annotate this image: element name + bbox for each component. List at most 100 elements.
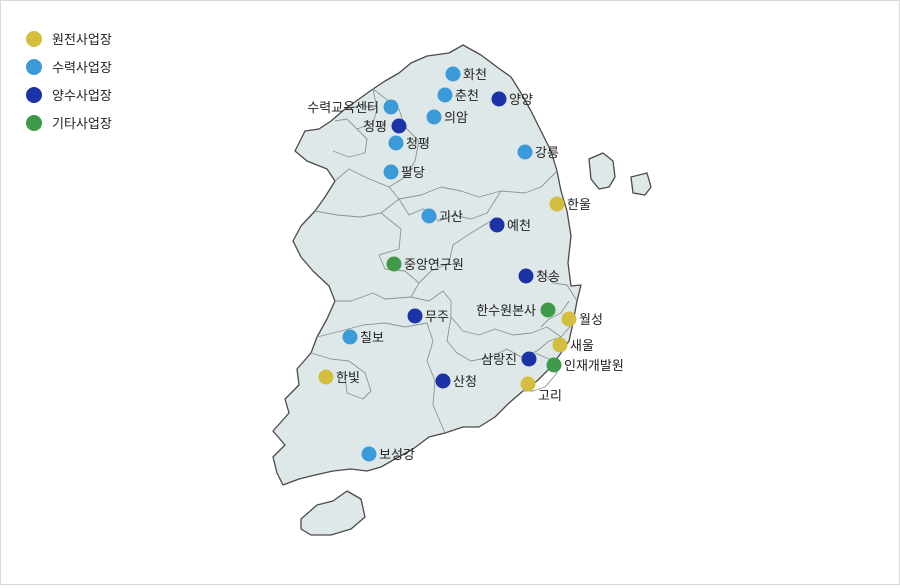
site-dot[interactable] bbox=[388, 135, 404, 151]
legend-swatch bbox=[26, 115, 42, 131]
site-marker[interactable]: 한빛 bbox=[318, 369, 360, 387]
site-dot[interactable] bbox=[383, 164, 399, 180]
site-dot[interactable] bbox=[437, 87, 453, 103]
site-marker[interactable]: 새울 bbox=[552, 337, 594, 355]
site-label: 고리 bbox=[538, 389, 562, 404]
site-dot[interactable] bbox=[540, 302, 556, 318]
site-dot[interactable] bbox=[517, 144, 533, 160]
site-marker[interactable]: 칠보 bbox=[342, 329, 384, 347]
site-marker[interactable]: 예천 bbox=[489, 217, 531, 235]
site-marker[interactable]: 춘천 bbox=[437, 87, 479, 105]
site-dot[interactable] bbox=[549, 196, 565, 212]
site-dot[interactable] bbox=[521, 351, 537, 367]
site-marker[interactable]: 괴산 bbox=[421, 208, 463, 226]
province-border bbox=[310, 352, 372, 400]
mainland-outline bbox=[272, 44, 582, 486]
site-label: 월성 bbox=[579, 313, 603, 328]
site-label: 화천 bbox=[463, 68, 487, 83]
site-label: 청송 bbox=[536, 270, 560, 285]
site-label: 괴산 bbox=[439, 210, 463, 225]
province-border bbox=[314, 198, 400, 218]
site-label: 수력교육센터 bbox=[307, 101, 379, 116]
province-border bbox=[334, 88, 420, 188]
site-label: 한수원본사 bbox=[476, 304, 536, 319]
site-marker[interactable]: 화천 bbox=[445, 66, 487, 84]
site-dot[interactable] bbox=[342, 329, 358, 345]
site-marker[interactable]: 중앙연구원 bbox=[386, 256, 464, 274]
province-border bbox=[335, 212, 420, 302]
site-label: 청평 bbox=[406, 137, 430, 152]
site-label: 양양 bbox=[509, 93, 533, 108]
site-dot[interactable] bbox=[361, 446, 377, 462]
site-label: 중앙연구원 bbox=[404, 258, 464, 273]
dokdo-island bbox=[630, 172, 652, 196]
site-marker[interactable]: 삼랑진 bbox=[481, 351, 537, 369]
legend-swatch bbox=[26, 59, 42, 75]
legend-label: 수력사업장 bbox=[52, 61, 112, 76]
site-marker[interactable]: 인재개발원 bbox=[546, 357, 624, 375]
site-label: 인재개발원 bbox=[564, 359, 624, 374]
site-marker[interactable]: 무주 bbox=[407, 308, 449, 326]
site-dot[interactable] bbox=[386, 256, 402, 272]
site-dot[interactable] bbox=[552, 337, 568, 353]
legend-label: 기타사업장 bbox=[52, 117, 112, 132]
site-label: 춘천 bbox=[455, 89, 479, 104]
site-label: 산청 bbox=[453, 375, 477, 390]
site-marker[interactable]: 청평 bbox=[388, 135, 430, 153]
site-label: 한울 bbox=[567, 198, 591, 213]
site-label: 강릉 bbox=[535, 146, 559, 161]
legend-swatch bbox=[26, 31, 42, 47]
site-label: 의암 bbox=[444, 111, 468, 126]
site-label: 예천 bbox=[507, 219, 531, 234]
site-marker[interactable]: 양양 bbox=[491, 91, 533, 109]
province-border bbox=[446, 316, 562, 362]
province-border bbox=[332, 128, 368, 158]
site-dot[interactable] bbox=[391, 118, 407, 134]
site-marker[interactable]: 한울 bbox=[549, 196, 591, 214]
site-marker[interactable]: 팔당 bbox=[383, 164, 425, 182]
site-marker[interactable]: 산청 bbox=[435, 373, 477, 391]
site-marker[interactable]: 청송 bbox=[518, 268, 560, 286]
site-dot[interactable] bbox=[383, 99, 399, 115]
site-label: 칠보 bbox=[360, 331, 384, 346]
site-dot[interactable] bbox=[435, 373, 451, 389]
site-dot[interactable] bbox=[491, 91, 507, 107]
site-dot[interactable] bbox=[520, 376, 536, 392]
site-marker[interactable]: 의암 bbox=[426, 109, 468, 127]
site-marker[interactable]: 강릉 bbox=[517, 144, 559, 162]
site-marker[interactable]: 보성강 bbox=[361, 446, 415, 464]
legend-swatch bbox=[26, 87, 42, 103]
site-dot[interactable] bbox=[561, 311, 577, 327]
province-border bbox=[388, 170, 558, 200]
site-dot[interactable] bbox=[421, 208, 437, 224]
site-marker[interactable]: 수력교육센터 bbox=[307, 99, 399, 117]
site-marker[interactable]: 월성 bbox=[561, 311, 603, 329]
site-label: 삼랑진 bbox=[481, 353, 517, 368]
province-border bbox=[410, 290, 574, 338]
site-label: 청평 bbox=[363, 120, 387, 135]
site-dot[interactable] bbox=[318, 369, 334, 385]
site-dot[interactable] bbox=[407, 308, 423, 324]
province-border bbox=[540, 270, 578, 302]
province-border bbox=[540, 300, 570, 328]
province-border bbox=[316, 322, 446, 434]
province-border bbox=[344, 104, 378, 110]
site-marker[interactable]: 청평 bbox=[363, 118, 407, 136]
legend-label: 원전사업장 bbox=[52, 33, 112, 48]
site-marker[interactable]: 한수원본사 bbox=[476, 302, 556, 320]
site-dot[interactable] bbox=[445, 66, 461, 82]
province-border bbox=[334, 88, 378, 130]
site-marker[interactable]: 고리 bbox=[520, 376, 562, 405]
province-border bbox=[523, 352, 558, 392]
site-label: 새울 bbox=[570, 339, 594, 354]
ulleungdo-island bbox=[588, 152, 616, 190]
site-dot[interactable] bbox=[489, 217, 505, 233]
site-dot[interactable] bbox=[546, 357, 562, 373]
site-label: 한빛 bbox=[336, 371, 360, 386]
site-label: 보성강 bbox=[379, 448, 415, 463]
site-label: 팔당 bbox=[401, 166, 425, 181]
site-dot[interactable] bbox=[426, 109, 442, 125]
site-dot[interactable] bbox=[518, 268, 534, 284]
